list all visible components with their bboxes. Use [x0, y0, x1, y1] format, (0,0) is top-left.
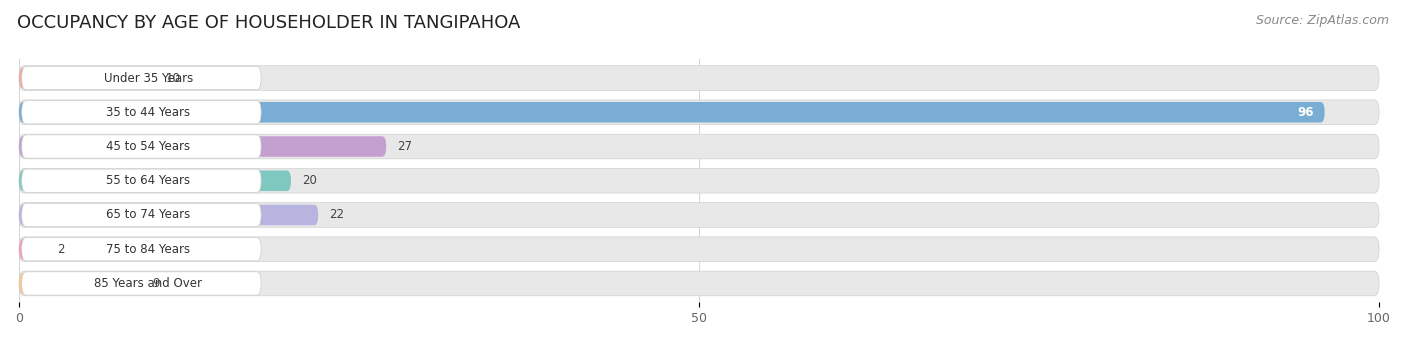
FancyBboxPatch shape	[21, 238, 262, 261]
Text: 96: 96	[1298, 106, 1313, 119]
Text: 20: 20	[302, 174, 316, 187]
Text: Source: ZipAtlas.com: Source: ZipAtlas.com	[1256, 14, 1389, 27]
FancyBboxPatch shape	[20, 102, 1324, 122]
FancyBboxPatch shape	[21, 169, 262, 192]
FancyBboxPatch shape	[20, 203, 1379, 227]
FancyBboxPatch shape	[20, 66, 1379, 90]
Text: 85 Years and Over: 85 Years and Over	[94, 277, 202, 290]
Text: OCCUPANCY BY AGE OF HOUSEHOLDER IN TANGIPAHOA: OCCUPANCY BY AGE OF HOUSEHOLDER IN TANGI…	[17, 14, 520, 32]
FancyBboxPatch shape	[20, 170, 291, 191]
FancyBboxPatch shape	[21, 272, 262, 295]
FancyBboxPatch shape	[21, 203, 262, 227]
Text: 35 to 44 Years: 35 to 44 Years	[105, 106, 190, 119]
Text: 27: 27	[396, 140, 412, 153]
FancyBboxPatch shape	[21, 135, 262, 158]
Text: 2: 2	[58, 243, 65, 256]
Text: 55 to 64 Years: 55 to 64 Years	[105, 174, 190, 187]
Text: 22: 22	[329, 208, 344, 221]
FancyBboxPatch shape	[21, 66, 262, 90]
FancyBboxPatch shape	[20, 168, 1379, 193]
FancyBboxPatch shape	[20, 237, 1379, 261]
FancyBboxPatch shape	[20, 68, 155, 88]
FancyBboxPatch shape	[20, 205, 318, 225]
Text: 65 to 74 Years: 65 to 74 Years	[105, 208, 190, 221]
Text: Under 35 Years: Under 35 Years	[104, 71, 193, 85]
Text: 10: 10	[166, 71, 181, 85]
FancyBboxPatch shape	[20, 100, 1379, 124]
FancyBboxPatch shape	[21, 101, 262, 124]
FancyBboxPatch shape	[20, 239, 46, 259]
Text: 75 to 84 Years: 75 to 84 Years	[105, 243, 190, 256]
FancyBboxPatch shape	[20, 134, 1379, 159]
Text: 45 to 54 Years: 45 to 54 Years	[105, 140, 190, 153]
Text: 9: 9	[152, 277, 160, 290]
FancyBboxPatch shape	[20, 273, 142, 294]
FancyBboxPatch shape	[20, 271, 1379, 296]
FancyBboxPatch shape	[20, 136, 387, 157]
